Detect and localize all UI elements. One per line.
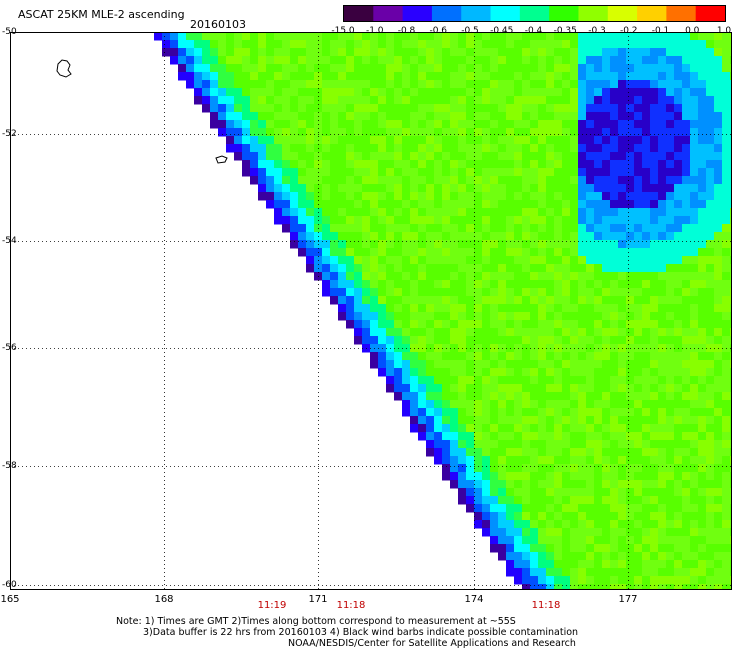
island-outline xyxy=(215,155,228,164)
map-title: ASCAT 25KM MLE-2 ascending xyxy=(18,8,185,21)
colorbar-label: -0.2 xyxy=(619,26,638,36)
colorbar-swatch xyxy=(578,6,609,21)
lat-label: -52 xyxy=(2,129,17,139)
lon-label: 168 xyxy=(154,594,174,605)
colorbar-label: -15.0 xyxy=(331,26,355,36)
colorbar-swatch xyxy=(373,6,404,21)
map-frame xyxy=(10,32,732,590)
colorbar-swatch xyxy=(637,6,667,21)
colorbar-swatch xyxy=(402,6,433,21)
colorbar-swatch xyxy=(607,6,638,21)
note-line-2: 3)Data buffer is 22 hrs from 20160103 4)… xyxy=(143,627,579,638)
colorbar-label: 0.0 xyxy=(685,26,700,36)
colorbar-swatch xyxy=(461,6,492,21)
colorbar-label: 1.0 xyxy=(716,26,732,36)
colorbar-swatch xyxy=(519,6,550,21)
colorbar-gradient xyxy=(344,6,726,21)
colorbar-swatch xyxy=(549,6,580,21)
swath-cells xyxy=(154,32,739,593)
colorbar-swatch xyxy=(490,6,521,21)
lat-label: -50 xyxy=(2,27,17,37)
colorbar-label: -0.6 xyxy=(429,26,448,36)
colorbar xyxy=(343,5,726,22)
lat-label: -54 xyxy=(2,236,17,246)
lon-label: 177 xyxy=(618,594,638,605)
lat-label: -56 xyxy=(2,343,17,353)
time-label: 11:19 xyxy=(257,600,287,611)
lat-label: -60 xyxy=(2,580,17,590)
colorbar-label: -0.4 xyxy=(524,26,543,36)
lon-label: 171 xyxy=(308,594,328,605)
colorbar-label: -0.8 xyxy=(397,26,416,36)
colorbar-label: -0.5 xyxy=(461,26,479,36)
colorbar-label: -0.35 xyxy=(553,26,577,36)
colorbar-label: -0.3 xyxy=(588,26,606,36)
colorbar-label: -0.1 xyxy=(651,26,670,36)
colorbar-label: -0.45 xyxy=(490,26,514,36)
lon-label: 174 xyxy=(464,594,484,605)
time-label: 11:18 xyxy=(531,600,561,611)
colorbar-swatch xyxy=(695,6,726,21)
time-label: 11:18 xyxy=(336,600,366,611)
lon-label: 165 xyxy=(0,594,20,605)
map-date: 20160103 xyxy=(190,18,246,31)
colorbar-swatch xyxy=(344,6,374,21)
ascat-swath-map xyxy=(10,32,739,593)
note-line-3: NOAA/NESDIS/Center for Satellite Applica… xyxy=(288,638,576,649)
colorbar-swatch xyxy=(666,6,697,21)
colorbar-swatch xyxy=(431,6,462,21)
map-panel xyxy=(10,32,739,594)
colorbar-label: -1.0 xyxy=(365,26,384,36)
note-line-1: Note: 1) Times are GMT 2)Times along bot… xyxy=(116,616,516,627)
island-outline xyxy=(56,59,72,78)
lat-label: -58 xyxy=(2,461,17,471)
